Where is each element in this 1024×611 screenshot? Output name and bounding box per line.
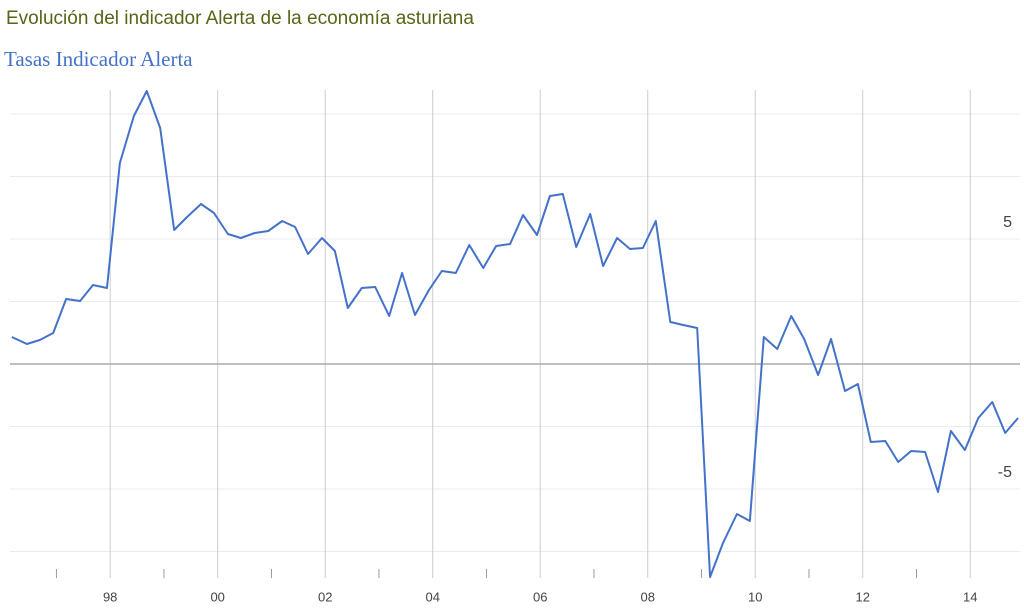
chart-subtitle: Tasas Indicador Alerta <box>4 47 193 71</box>
x-tick-label: 08 <box>640 589 654 604</box>
data-line <box>11 90 1019 578</box>
x-tick-label: 12 <box>856 589 870 604</box>
x-tick-label: 00 <box>210 589 224 604</box>
chart-title: Evolución del indicador Alerta de la eco… <box>6 8 474 29</box>
x-tick-label: 10 <box>748 589 762 604</box>
x-tick-label: 06 <box>533 589 547 604</box>
x-tick-label: 14 <box>963 589 977 604</box>
y-tick-label: 5 <box>1003 214 1012 231</box>
x-tick-label: 98 <box>103 589 117 604</box>
x-tick-label: 02 <box>318 589 332 604</box>
x-tick-label: 04 <box>425 589 439 604</box>
y-tick-label: -5 <box>998 464 1012 481</box>
